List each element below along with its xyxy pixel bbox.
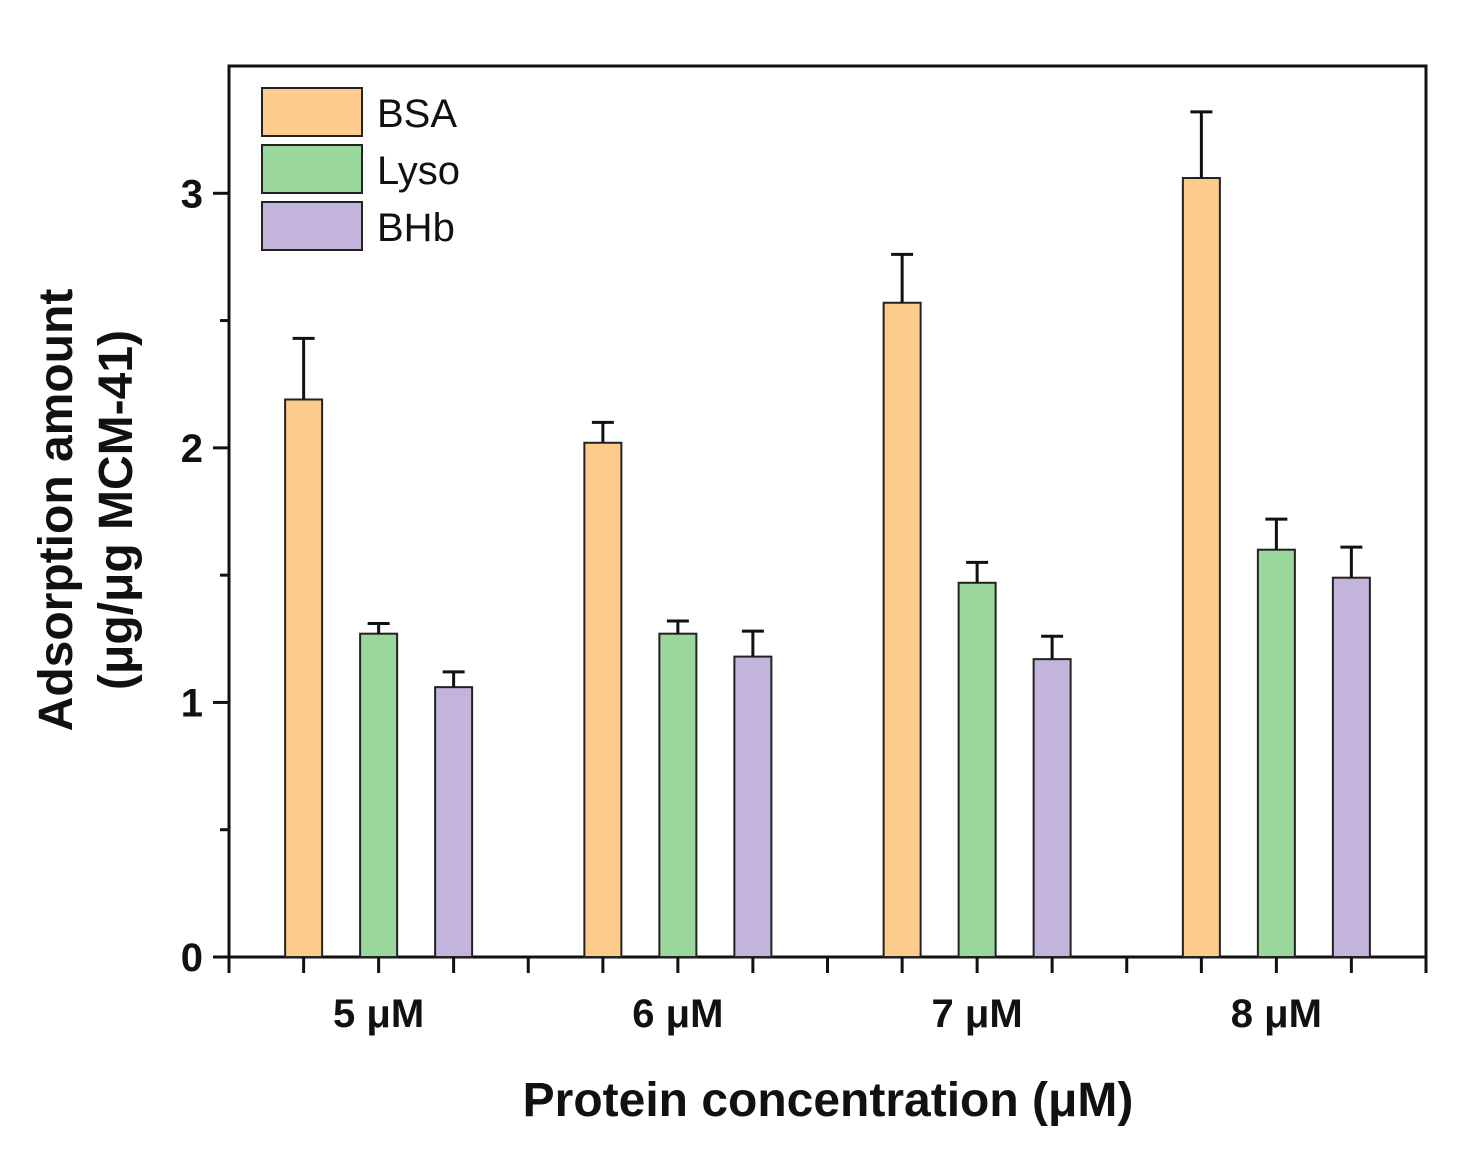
legend-label-lyso: Lyso — [377, 149, 460, 193]
bar-bhb-1 — [434, 686, 474, 958]
y-tick-label: 2 — [181, 427, 203, 471]
y-tick-label: 3 — [181, 172, 203, 216]
bar-bhb-3 — [1032, 658, 1072, 958]
bar-lyso-1 — [359, 632, 399, 958]
bars-layer — [284, 177, 1371, 959]
bar-lyso-4 — [1256, 548, 1296, 959]
bar-bhb-4 — [1331, 576, 1371, 959]
error-bars-layer — [292, 110, 1363, 688]
legend-label-bhb: BHb — [377, 206, 455, 250]
x-tick-label: 5 μM — [333, 992, 424, 1036]
bar-bsa-3 — [882, 301, 922, 959]
legend-swatch-bsa — [261, 87, 363, 137]
legend-swatch-lyso — [261, 144, 363, 194]
bar-lyso-2 — [658, 632, 698, 958]
legend: BSA Lyso BHb — [261, 87, 460, 251]
y-tick-label: 1 — [181, 681, 203, 725]
plot-frame — [227, 64, 1428, 959]
x-tick-label: 6 μM — [632, 992, 723, 1036]
y-tick-label: 0 — [181, 936, 203, 980]
x-tick-label: 8 μM — [1231, 992, 1322, 1036]
bar-bsa-4 — [1181, 177, 1221, 959]
axes-layer: 0 1 2 3 5 μM 6 μM 7 μM 8 μM — [181, 172, 1428, 1036]
bar-bsa-2 — [583, 441, 623, 959]
y-axis-title-line2: (μg/μg MCM-41) — [90, 330, 143, 690]
y-axis-title-line1: Adsorption amount — [30, 289, 83, 732]
x-axis-title: Protein concentration (μM) — [523, 1074, 1134, 1127]
bar-bhb-2 — [733, 655, 773, 958]
x-tick-label: 7 μM — [932, 992, 1023, 1036]
bar-lyso-3 — [957, 581, 997, 959]
legend-swatch-bhb — [261, 201, 363, 251]
bar-bsa-1 — [284, 398, 324, 958]
legend-label-bsa: BSA — [377, 92, 457, 136]
